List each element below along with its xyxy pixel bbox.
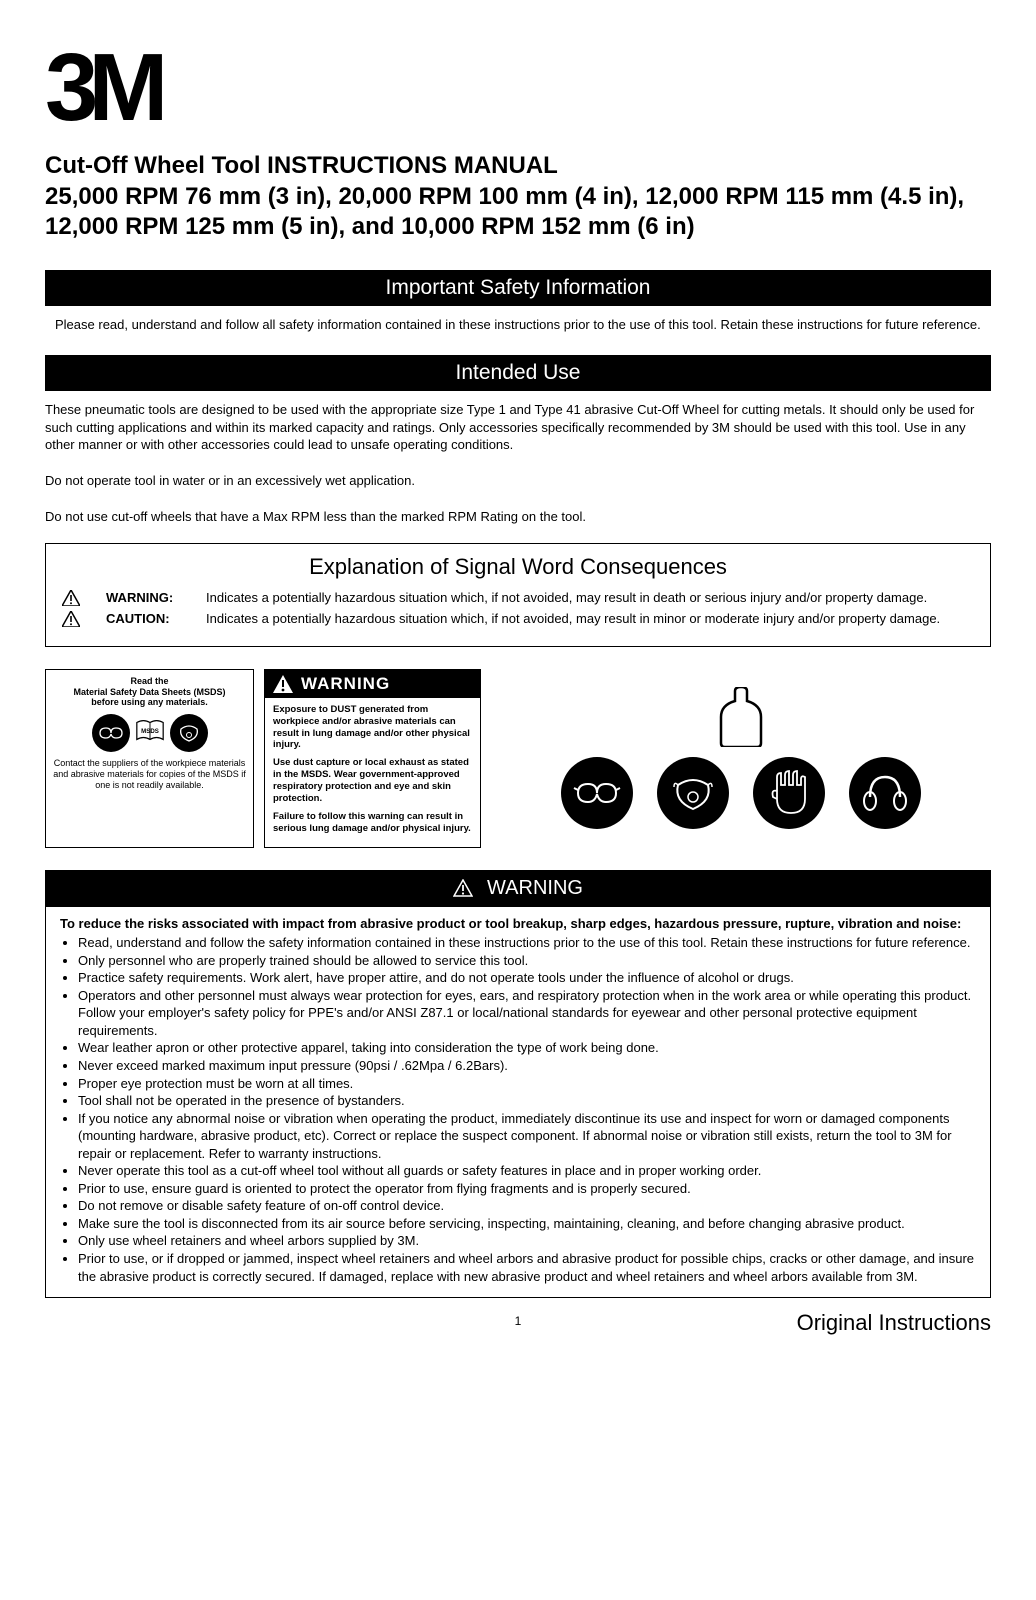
dust-p1: Exposure to DUST generated from workpiec… xyxy=(273,704,472,752)
signal-title: Explanation of Signal Word Consequences xyxy=(62,554,974,580)
title-line-2: 25,000 RPM 76 mm (3 in), 20,000 RPM 100 … xyxy=(45,182,991,242)
warning-section-label: WARNING xyxy=(487,877,583,900)
dust-warning-label: WARNING xyxy=(301,674,390,694)
warning-item: Operators and other personnel must alway… xyxy=(78,987,976,1040)
section-header-intended: Intended Use xyxy=(45,355,991,391)
document-page: 3M Cut-Off Wheel Tool INSTRUCTIONS MANUA… xyxy=(0,0,1036,1358)
signal-desc-caution: Indicates a potentially hazardous situat… xyxy=(206,611,974,628)
warning-item: Only personnel who are properly trained … xyxy=(78,952,976,970)
earmuffs-icon xyxy=(849,757,921,829)
signal-desc-warning: Indicates a potentially hazardous situat… xyxy=(206,590,974,607)
dust-warning-body: Exposure to DUST generated from workpiec… xyxy=(265,698,480,847)
warning-list: Read, understand and follow the safety i… xyxy=(60,934,976,1285)
warning-list-block: To reduce the risks associated with impa… xyxy=(45,907,991,1298)
warning-item: If you notice any abnormal noise or vibr… xyxy=(78,1110,976,1163)
warning-item: Never exceed marked maximum input pressu… xyxy=(78,1057,976,1075)
warning-triangle-filled-icon xyxy=(273,675,293,693)
logo-3m: 3M xyxy=(45,50,991,127)
section-header-safety: Important Safety Information xyxy=(45,270,991,306)
apron-icon-wrap xyxy=(561,687,921,829)
warning-item: Proper eye protection must be worn at al… xyxy=(78,1075,976,1093)
signal-label-warning: WARNING: xyxy=(106,590,206,605)
msds-top-text: Read the Material Safety Data Sheets (MS… xyxy=(52,676,247,708)
warning-item: Practice safety requirements. Work alert… xyxy=(78,969,976,987)
dust-warning-box: WARNING Exposure to DUST generated from … xyxy=(264,669,481,848)
warning-triangle-icon xyxy=(62,590,106,606)
dust-p2: Use dust capture or local exhaust as sta… xyxy=(273,757,472,805)
warning-intro: To reduce the risks associated with impa… xyxy=(60,915,976,933)
dust-warning-header: WARNING xyxy=(265,670,480,698)
footer-original-instructions: Original Instructions xyxy=(797,1310,991,1336)
safety-intro-text: Please read, understand and follow all s… xyxy=(45,316,991,334)
signal-label-caution: CAUTION: xyxy=(106,611,206,626)
signal-word-box: Explanation of Signal Word Consequences … xyxy=(45,543,991,647)
goggles-icon xyxy=(561,757,633,829)
warning-item: Make sure the tool is disconnected from … xyxy=(78,1215,976,1233)
title-line-1: Cut-Off Wheel Tool INSTRUCTIONS MANUAL xyxy=(45,152,991,180)
warning-item: Prior to use, or if dropped or jammed, i… xyxy=(78,1250,976,1285)
intended-paragraph-3: Do not use cut-off wheels that have a Ma… xyxy=(45,508,991,526)
warning-item: Prior to use, ensure guard is oriented t… xyxy=(78,1180,976,1198)
ppe-icon-set xyxy=(491,669,991,848)
goggles-small-icon xyxy=(92,714,130,752)
warning-section-header: WARNING xyxy=(45,870,991,907)
mask-icon xyxy=(657,757,729,829)
intended-paragraph-2: Do not operate tool in water or in an ex… xyxy=(45,472,991,490)
ppe-row: Read the Material Safety Data Sheets (MS… xyxy=(45,669,991,848)
msds-icons-row: MSDS xyxy=(52,714,247,752)
msds-book-icon: MSDS xyxy=(134,714,166,746)
signal-row-caution: CAUTION: Indicates a potentially hazardo… xyxy=(62,611,974,628)
warning-item: Tool shall not be operated in the presen… xyxy=(78,1092,976,1110)
warning-item: Wear leather apron or other protective a… xyxy=(78,1039,976,1057)
msds-box: Read the Material Safety Data Sheets (MS… xyxy=(45,669,254,848)
warning-item: Never operate this tool as a cut-off whe… xyxy=(78,1162,976,1180)
gloves-icon xyxy=(753,757,825,829)
svg-text:MSDS: MSDS xyxy=(141,728,159,735)
msds-bottom-text: Contact the suppliers of the workpiece m… xyxy=(52,758,247,790)
caution-triangle-icon xyxy=(62,611,106,627)
warning-item: Read, understand and follow the safety i… xyxy=(78,934,976,952)
signal-row-warning: WARNING: Indicates a potentially hazardo… xyxy=(62,590,974,607)
apron-icon xyxy=(713,687,769,747)
mask-small-icon xyxy=(170,714,208,752)
warning-triangle-outline-icon xyxy=(453,879,473,897)
intended-paragraph-1: These pneumatic tools are designed to be… xyxy=(45,401,991,454)
warning-item: Do not remove or disable safety feature … xyxy=(78,1197,976,1215)
warning-item: Only use wheel retainers and wheel arbor… xyxy=(78,1232,976,1250)
dust-p3: Failure to follow this warning can resul… xyxy=(273,811,472,835)
